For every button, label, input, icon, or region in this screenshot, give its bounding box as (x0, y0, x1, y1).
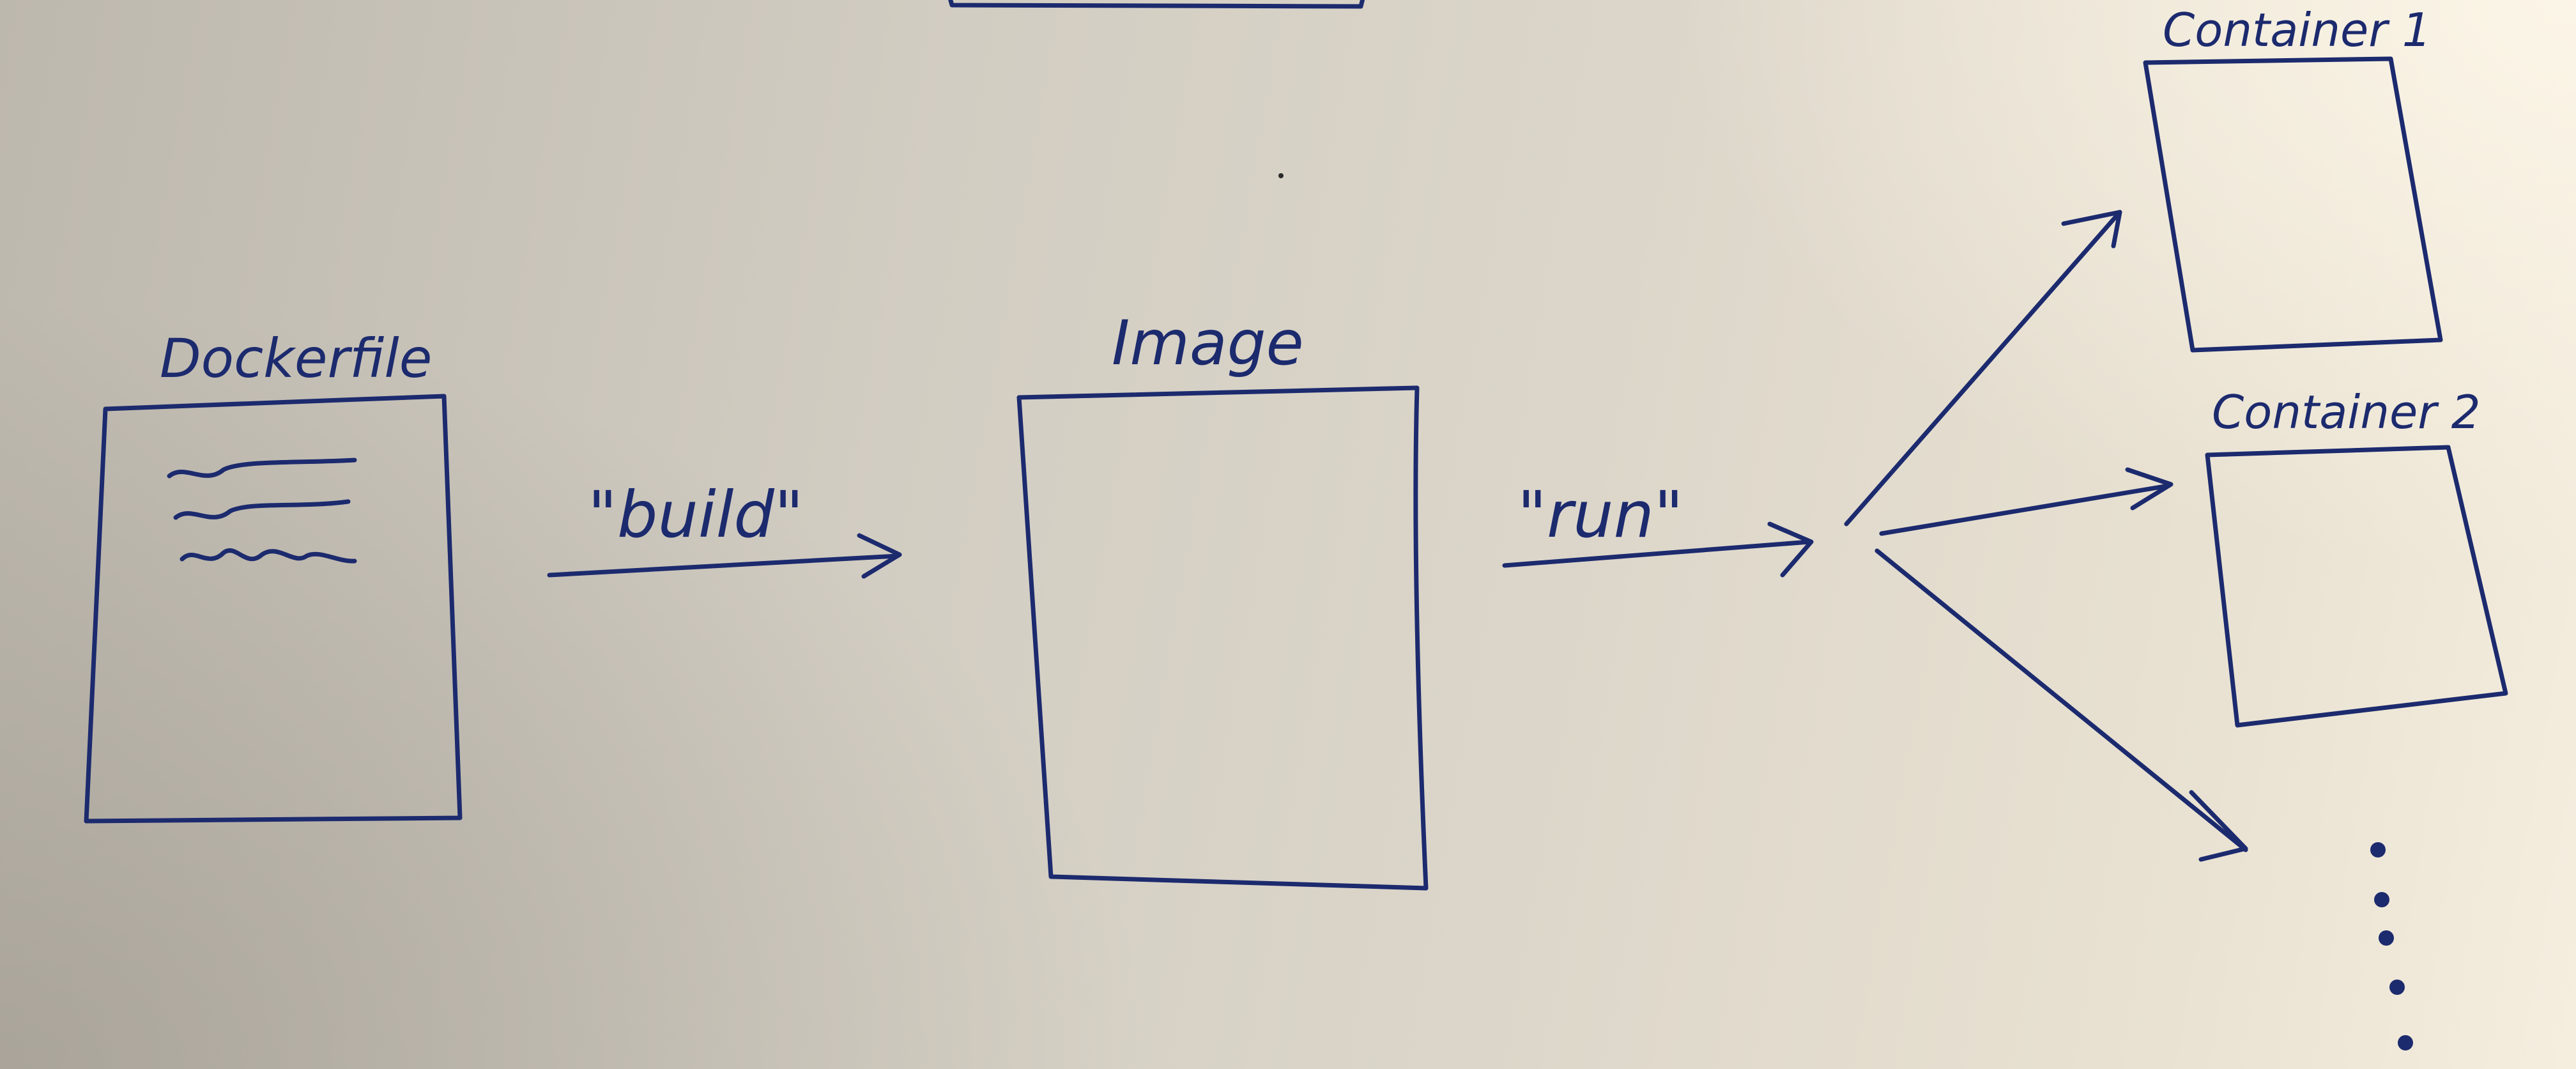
dockerfile-text-line-2 (173, 499, 351, 520)
dockerfile-box (84, 394, 463, 824)
run-arrow-shaft (1502, 539, 1812, 568)
arrow-to-container-2-head (2125, 467, 2174, 511)
build-arrow-shaft (547, 553, 900, 578)
image-label: Image (1112, 307, 1304, 379)
arrow-to-container-1 (1844, 210, 2122, 527)
more-containers-dots (2370, 842, 2413, 1050)
paper-speck (1278, 173, 1284, 178)
dot-5 (2398, 1035, 2413, 1050)
dockerfile-text-line-3 (180, 548, 357, 564)
run-label: "run" (1517, 477, 1683, 552)
image-box (1016, 385, 1429, 891)
arrow-to-more-containers (1874, 548, 2248, 852)
partial-box-bottom-edge (948, 0, 1365, 9)
dockerfile-label: Dockerfile (160, 327, 432, 390)
container-1-box (2143, 56, 2443, 353)
build-label: "build" (588, 477, 804, 552)
container-2-box (2205, 445, 2508, 728)
dot-3 (2379, 930, 2394, 946)
arrow-to-more-containers-head (2189, 790, 2248, 862)
arrow-to-container-2 (1879, 483, 2172, 536)
arrow-to-container-1-head (2061, 210, 2122, 249)
dot-1 (2370, 842, 2386, 858)
container-1-label: Container 1 (2163, 3, 2432, 57)
run-arrow-head (1767, 521, 1814, 578)
dot-4 (2389, 980, 2405, 995)
dot-2 (2374, 892, 2389, 907)
container-2-label: Container 2 (2212, 385, 2481, 439)
build-arrow-head (857, 533, 902, 579)
dockerfile-text-line-1 (167, 458, 357, 479)
